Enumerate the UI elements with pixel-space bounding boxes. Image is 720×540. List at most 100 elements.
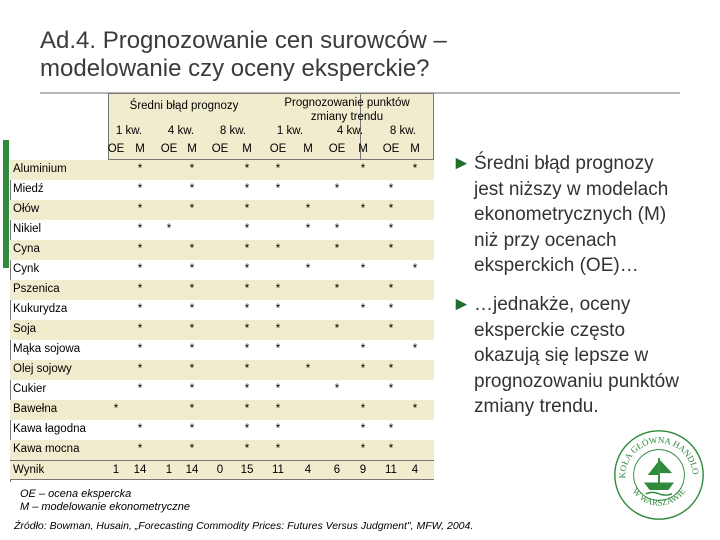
table-cell: 14 xyxy=(185,464,199,476)
university-seal-icon: SZKOŁA GŁÓWNA HANDLOWA W WARSZAWIE xyxy=(612,428,704,520)
table-cell: * xyxy=(388,443,394,455)
bullet-marker-icon: ► xyxy=(452,294,471,315)
table-row: Nikiel * * * * * * xyxy=(10,220,434,240)
row-label: Kawa mocna xyxy=(13,443,80,455)
table-cell: * xyxy=(137,443,143,455)
table-cell: * xyxy=(189,283,195,295)
bullet-1: ► Średni błąd prognozy jest niższy w mod… xyxy=(452,151,714,279)
table-cell: 14 xyxy=(133,464,147,476)
table-cell: * xyxy=(166,223,172,235)
table-cell: * xyxy=(388,423,394,435)
table-cell: * xyxy=(244,163,250,175)
table-cell: * xyxy=(305,263,311,275)
seal-inner-ring xyxy=(633,449,685,501)
table-cell: * xyxy=(113,403,119,415)
table-cell: 0 xyxy=(216,464,224,476)
row-label: Kukurydza xyxy=(13,303,68,315)
table-row: Bawełna * * * * * * xyxy=(10,400,434,420)
row-label: Kawa łagodna xyxy=(13,423,86,435)
horizon-label: 4 kw. xyxy=(167,125,195,137)
table-cell: * xyxy=(244,403,250,415)
table-cell: * xyxy=(388,223,394,235)
table-cell: 4 xyxy=(304,464,312,476)
horizon-label: 4 kw. xyxy=(336,125,364,137)
row-label: Cukier xyxy=(13,383,47,395)
table-cell: * xyxy=(244,423,250,435)
table-cell: * xyxy=(388,363,394,375)
table-row: Mąka sojowa * * * * * * xyxy=(10,340,434,360)
table-cell: * xyxy=(360,263,366,275)
table-cell: * xyxy=(244,343,250,355)
ship-emblem-icon xyxy=(643,458,675,496)
table-cell: * xyxy=(137,303,143,315)
bullet-marker-icon: ► xyxy=(452,153,471,174)
row-label: Pszenica xyxy=(13,283,60,295)
table-row: Miedź * * * * * * xyxy=(10,180,434,200)
table-cell: 1 xyxy=(112,464,120,476)
group2-title-line1: Prognozowanie punktów xyxy=(284,97,410,109)
horizon-label: 1 kw. xyxy=(115,125,143,137)
table-row: Kawa mocna * * * * * * xyxy=(10,440,434,460)
table-cell: * xyxy=(244,243,250,255)
table-cell: * xyxy=(275,283,281,295)
bullet-2-line2: eksperckie często xyxy=(474,319,626,341)
table-header xyxy=(108,93,434,161)
table-cell: * xyxy=(244,323,250,335)
bullet-2: ► …jednakże, oceny eksperckie często oka… xyxy=(452,292,714,420)
table-cell: * xyxy=(275,423,281,435)
slide-title: Ad.4. Prognozowanie cen surowców – model… xyxy=(40,27,680,83)
table-cell: * xyxy=(137,163,143,175)
subcol-label: M xyxy=(358,143,368,155)
table-cell: 1 xyxy=(165,464,173,476)
horizon-label: 8 kw. xyxy=(389,125,417,137)
table-cell: * xyxy=(275,243,281,255)
table-row: Kukurydza * * * * * * xyxy=(10,300,434,320)
table-cell: * xyxy=(189,443,195,455)
table-cell: 11 xyxy=(385,464,397,476)
table-cell: * xyxy=(244,363,250,375)
table-cell: * xyxy=(334,283,340,295)
table-cell: * xyxy=(189,203,195,215)
bullet-2-line3: okazują się lepsze w xyxy=(474,345,649,366)
table-cell: * xyxy=(334,243,340,255)
table-cell: 15 xyxy=(240,464,254,476)
bullet-1-line2: jest niższy w modelach xyxy=(474,178,669,200)
row-label: Olej sojowy xyxy=(13,363,72,375)
table-cell: * xyxy=(137,243,143,255)
subcol-label: M xyxy=(187,143,197,155)
table-cell: * xyxy=(388,183,394,195)
table-row: Ołów * * * * * * xyxy=(10,200,434,220)
table-cell: * xyxy=(244,303,250,315)
table-cell: * xyxy=(360,163,366,175)
table-cell: * xyxy=(275,383,281,395)
table-cell: * xyxy=(388,383,394,395)
table-cell: 4 xyxy=(411,464,419,476)
table-cell: * xyxy=(305,203,311,215)
table-cell: * xyxy=(334,223,340,235)
table-cell: * xyxy=(244,263,250,275)
table-row: Soja * * * * * * xyxy=(10,320,434,340)
table-row: Cyna * * * * * * xyxy=(10,240,434,260)
source-note: Źródło: Bowman, Husain, „Forecasting Com… xyxy=(14,520,474,532)
row-label: Soja xyxy=(13,323,37,335)
table-cell: * xyxy=(334,323,340,335)
table-cell: * xyxy=(189,343,195,355)
comparison-table: Średni błąd prognozy Prognozowanie punkt… xyxy=(10,93,434,482)
table-cell: * xyxy=(388,243,394,255)
subcol-label: OE xyxy=(328,143,346,155)
slide-title-line2: modelowanie czy oceny eksperckie? xyxy=(40,55,430,82)
table-cell: * xyxy=(137,203,143,215)
table-cell: * xyxy=(360,403,366,415)
table-cell: * xyxy=(275,403,281,415)
table-cell: * xyxy=(412,403,418,415)
row-label: Wynik xyxy=(13,464,45,476)
table-cell: * xyxy=(137,263,143,275)
table-row: Olej sojowy * * * * * * xyxy=(10,360,434,380)
table-cell: * xyxy=(244,223,250,235)
table-cell: * xyxy=(189,423,195,435)
horizon-label: 8 kw. xyxy=(219,125,247,137)
group2-title-line2: zmiany trendu xyxy=(310,111,384,123)
table-cell: 9 xyxy=(359,464,367,476)
table-cell: * xyxy=(137,363,143,375)
row-label: Aluminium xyxy=(13,163,67,175)
